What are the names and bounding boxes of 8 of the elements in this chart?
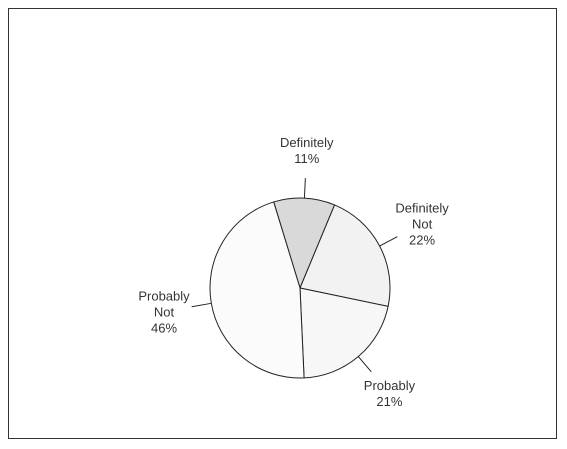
slice-label: Definitely Not (395, 200, 450, 232)
data-label: 11% (294, 150, 320, 166)
slice-label: Probably Not (138, 288, 190, 319)
data-label: 21% (376, 394, 403, 409)
data-label: 46% (151, 320, 178, 335)
slice-label: Definitely (280, 134, 334, 150)
data-label: 22% (409, 232, 436, 248)
slice-label: Probably (364, 378, 416, 393)
